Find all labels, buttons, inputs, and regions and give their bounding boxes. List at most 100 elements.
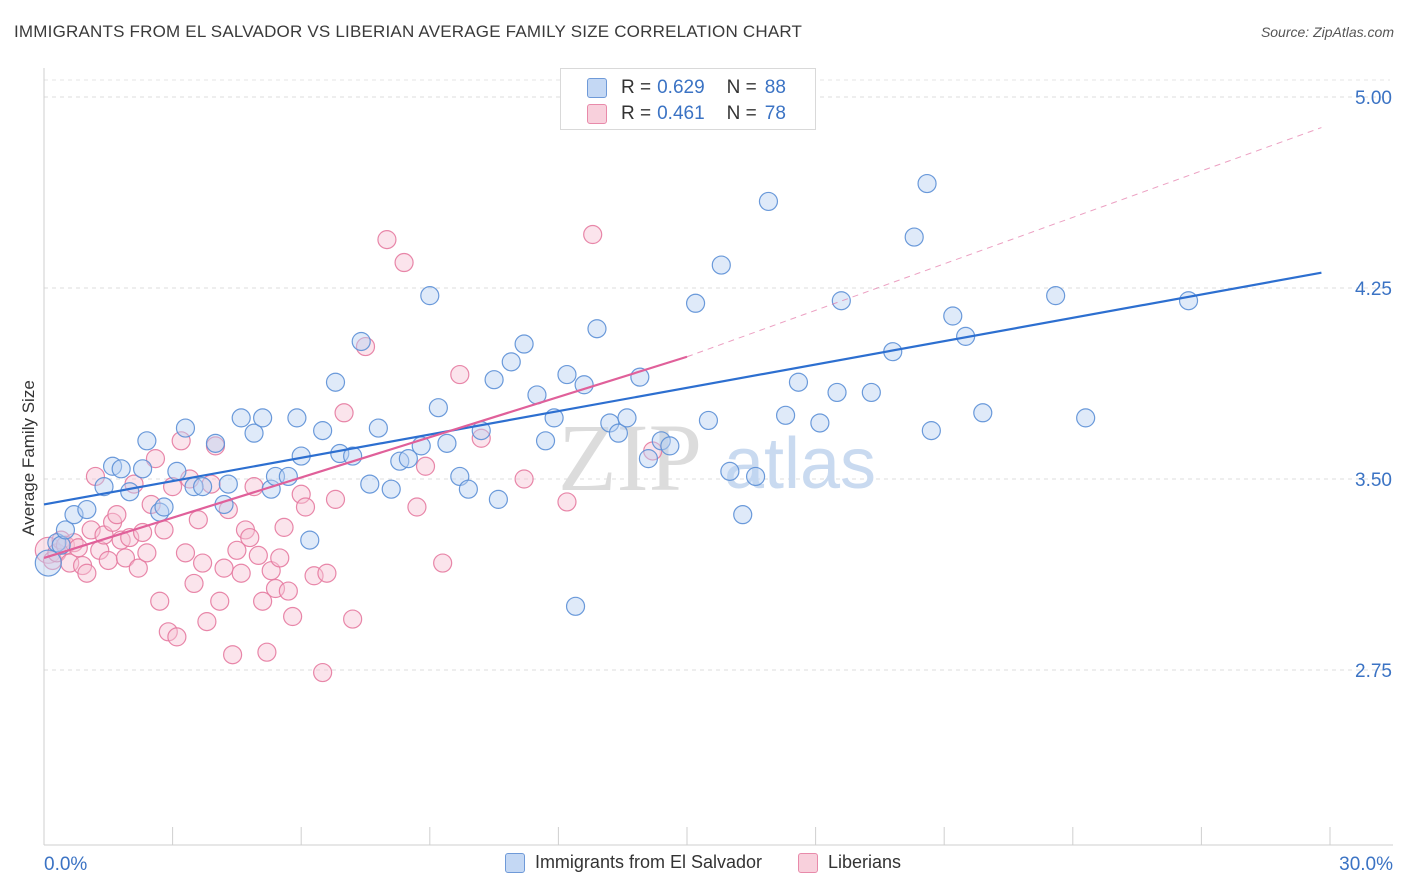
liberians-point xyxy=(231,563,251,583)
liberians-point xyxy=(81,520,101,540)
y-tick-labels: 2.75 3.50 4.25 5.00 xyxy=(1355,88,1392,682)
liberians-point xyxy=(137,543,157,563)
el-salvador-point xyxy=(458,479,478,499)
axes xyxy=(43,68,1393,846)
liberians-point xyxy=(214,558,234,578)
liberians-point xyxy=(295,497,316,517)
el-salvador-point xyxy=(720,461,740,481)
el-salvador-point xyxy=(94,477,114,497)
el-salvador-point xyxy=(973,403,993,423)
el-salvador-point xyxy=(488,489,508,509)
liberians-point xyxy=(270,548,290,568)
blue-swatch xyxy=(504,852,525,873)
el-salvador-point xyxy=(831,291,851,311)
el-salvador-point xyxy=(51,535,71,555)
el-salvador-point xyxy=(398,449,418,469)
watermark-zip: ZIP xyxy=(558,404,702,511)
watermark: ZIP atlas xyxy=(558,404,876,511)
stats-row-el-salvador: R = 0.629 N = 88 xyxy=(587,76,786,100)
liberians-point xyxy=(317,563,337,583)
el-salvador-point xyxy=(617,408,637,428)
el-salvador-point xyxy=(917,173,937,194)
liberians-point xyxy=(193,553,213,573)
liberians-point xyxy=(98,550,118,571)
pink-swatch xyxy=(798,852,819,873)
el-salvador-point xyxy=(904,227,924,247)
el-salvador-point xyxy=(154,497,174,517)
el-salvador-point xyxy=(638,449,659,469)
liberians-point xyxy=(377,230,397,250)
liberians-trend-line xyxy=(43,355,688,559)
liberians-point xyxy=(343,609,363,629)
el-salvador-point xyxy=(861,382,881,403)
el-salvador-point xyxy=(205,433,226,453)
n-label: N = xyxy=(726,103,757,124)
el-salvador-point xyxy=(1178,291,1199,311)
liberians-point xyxy=(257,642,277,662)
el-salvador-point xyxy=(810,413,830,433)
el-salvador-point xyxy=(565,596,586,616)
chart-title: IMMIGRANTS FROM EL SALVADOR VS LIBERIAN … xyxy=(14,22,803,41)
el-salvador-point xyxy=(685,293,706,313)
liberians-point xyxy=(283,606,303,627)
x-tick-labels: 0.0% 30.0% xyxy=(44,854,1393,875)
legend-item-el-salvador[interactable]: Immigrants from El Salvador xyxy=(504,852,763,873)
liberians-point xyxy=(415,456,436,476)
liberians-point xyxy=(115,548,136,568)
liberians-point xyxy=(77,563,97,583)
liberians-point xyxy=(325,489,346,509)
legend-label: Immigrants from El Salvador xyxy=(534,852,763,872)
n-label: N = xyxy=(726,77,757,98)
legend-label: Liberians xyxy=(828,852,902,872)
liberians-point xyxy=(433,553,453,573)
liberians-point xyxy=(407,497,427,517)
el-salvador-trend-line xyxy=(43,271,1322,506)
el-salvador-point xyxy=(193,477,213,497)
y-tick-label: 2.75 xyxy=(1355,661,1392,682)
liberians-point xyxy=(471,428,491,448)
el-salvador-point xyxy=(120,482,140,502)
liberians-point xyxy=(197,612,217,632)
liberians-point xyxy=(278,581,298,601)
liberians-point xyxy=(313,662,333,683)
liberians-point xyxy=(223,645,243,665)
el-salvador-point xyxy=(368,418,388,438)
liberians-point xyxy=(334,403,354,423)
source-label: Source: ZipAtlas.com xyxy=(1260,24,1394,40)
el-salvador-point xyxy=(313,421,333,441)
liberians-point xyxy=(394,252,414,273)
el-salvador-point xyxy=(660,436,680,456)
el-salvador-point xyxy=(64,505,84,525)
el-salvador-point xyxy=(428,398,448,418)
el-salvador-point xyxy=(711,255,731,275)
legend-item-liberians[interactable]: Liberians xyxy=(798,852,901,873)
y-tick-label: 5.00 xyxy=(1355,88,1392,109)
el-salvador-point xyxy=(77,499,97,520)
n-value: 78 xyxy=(764,103,786,124)
el-salvador-point xyxy=(351,331,371,352)
el-salvador-point xyxy=(775,405,796,425)
el-salvador-point xyxy=(943,306,963,326)
y-tick-label: 3.50 xyxy=(1355,470,1392,491)
el-salvador-point xyxy=(111,459,131,479)
n-value: 88 xyxy=(764,77,786,98)
el-salvador-point xyxy=(557,364,577,385)
x-tick-label: 30.0% xyxy=(1339,854,1393,875)
trend-lines xyxy=(43,127,1322,559)
el-salvador-point xyxy=(758,191,779,212)
liberians-point xyxy=(154,520,174,540)
stats-legend: R = 0.629 N = 88 R = 0.461 N = 78 xyxy=(560,68,816,130)
liberians-point xyxy=(184,573,204,594)
r-label: R = xyxy=(621,77,652,98)
el-salvador-point xyxy=(437,433,457,453)
el-salvador-point xyxy=(325,372,346,392)
liberians-point xyxy=(450,364,470,385)
liberians-trend-extension xyxy=(686,127,1322,358)
series-legend: Immigrants from El Salvador Liberians xyxy=(0,852,1406,873)
watermark-atlas: atlas xyxy=(724,424,876,504)
el-salvador-point xyxy=(300,530,320,550)
el-salvador-point xyxy=(788,372,809,392)
y-tick-label: 4.25 xyxy=(1355,279,1392,300)
r-value: 0.629 xyxy=(657,77,705,98)
